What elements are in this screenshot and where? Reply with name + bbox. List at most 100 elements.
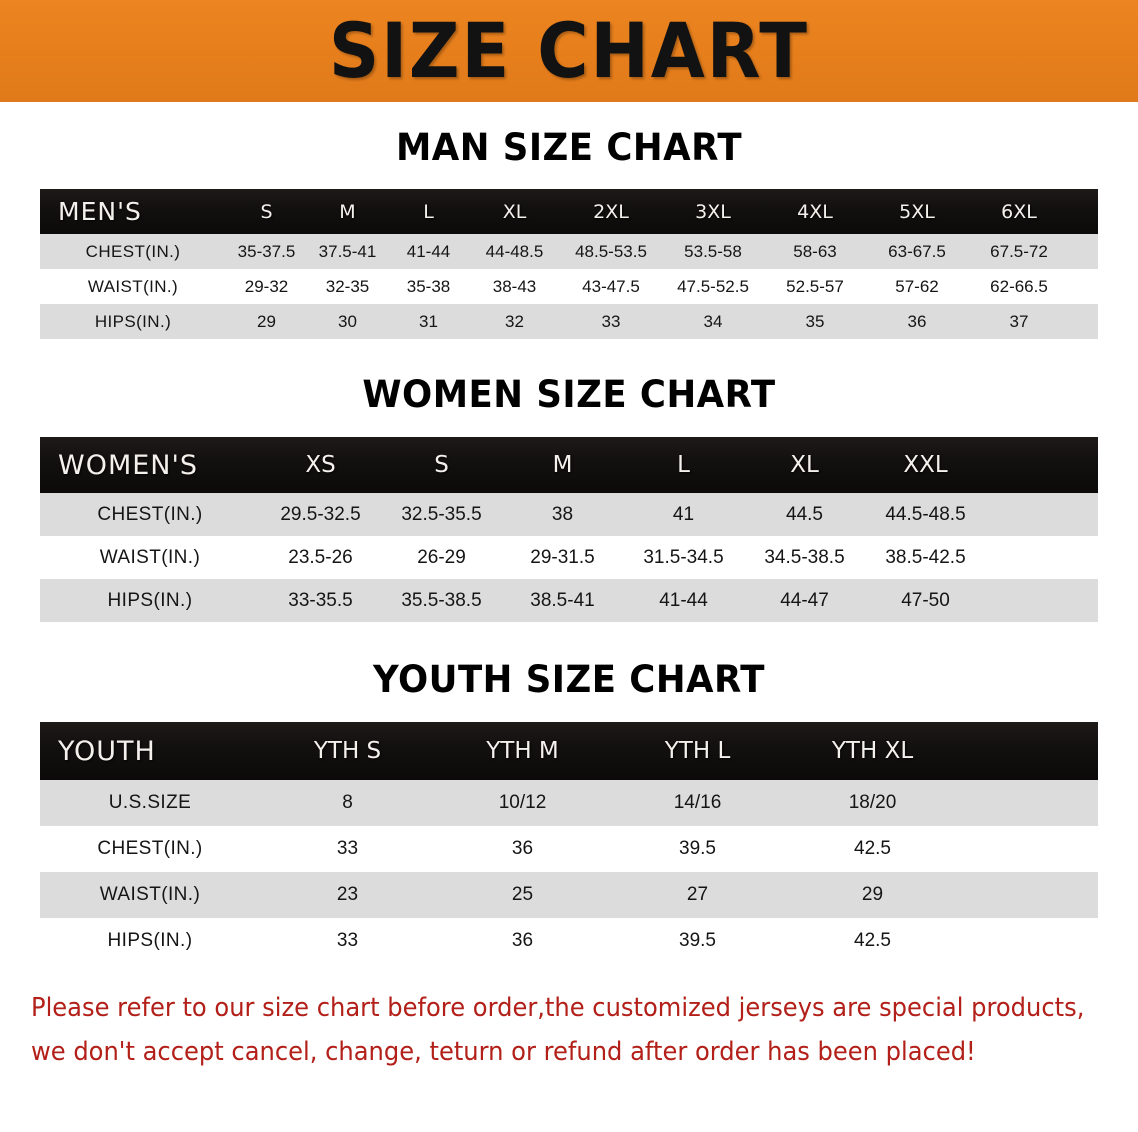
youth-waist-yth-m: 25: [511, 884, 534, 905]
women-hips-xs: 33-35.5: [288, 589, 353, 611]
youth-us-size-yth-s: 8: [342, 792, 353, 813]
youth-col-header-yth-l: YTH L: [664, 738, 731, 764]
youth-size-table: YOUTH YTH S YTH M YTH L YTH XL U.S.SIZE …: [40, 722, 1098, 964]
man-waist-label: WAIST(IN.): [87, 276, 179, 296]
women-waist-row: WAIST(IN.) 23.5-26 26-29 29-31.5 31.5-34…: [40, 536, 1098, 579]
size-chart-banner: SIZE CHART: [0, 0, 1138, 102]
man-waist-6xl: 62-66.5: [990, 276, 1048, 296]
youth-hips-spacer: [960, 918, 1098, 964]
man-table-header-row: MEN'S S M L XL 2XL 3XL 4XL 5XL 6XL: [40, 189, 1098, 234]
women-col-header-s: S: [434, 452, 449, 478]
youth-section-title: YOUTH SIZE CHART: [373, 658, 765, 701]
women-hips-label: HIPS(IN.): [107, 589, 193, 611]
man-chest-label: CHEST(IN.): [85, 241, 181, 261]
youth-waist-spacer: [960, 872, 1098, 918]
youth-us-size-yth-m: 10/12: [498, 792, 547, 813]
women-chest-label: CHEST(IN.): [97, 503, 203, 525]
women-waist-xxl: 38.5-42.5: [885, 546, 966, 568]
man-chest-4xl: 58-63: [793, 241, 837, 261]
women-category-header: WOMEN'S: [58, 449, 199, 481]
man-hips-6xl: 37: [1009, 311, 1029, 331]
youth-col-header-yth-s: YTH S: [313, 738, 382, 764]
women-size-table: WOMEN'S XS S M L XL XXL CHEST(IN.) 29.5-…: [40, 437, 1098, 622]
man-chest-m: 37.5-41: [318, 241, 377, 261]
man-hips-5xl: 36: [907, 311, 927, 331]
man-chest-xl: 44-48.5: [485, 241, 544, 261]
women-waist-m: 29-31.5: [530, 546, 595, 568]
women-section-title: WOMEN SIZE CHART: [362, 373, 776, 416]
man-hips-4xl: 35: [805, 311, 825, 331]
women-hips-xxl: 47-50: [901, 589, 950, 611]
man-hips-xl: 32: [505, 311, 524, 331]
women-col-header-l: L: [677, 452, 690, 478]
youth-waist-yth-l: 27: [686, 884, 709, 905]
youth-size-table-wrapper: YOUTH YTH S YTH M YTH L YTH XL U.S.SIZE …: [40, 722, 1098, 964]
women-chest-row: CHEST(IN.) 29.5-32.5 32.5-35.5 38 41 44.…: [40, 493, 1098, 536]
youth-waist-row: WAIST(IN.) 23 25 27 29: [40, 872, 1098, 918]
man-waist-spacer: [1070, 269, 1098, 304]
man-waist-4xl: 52.5-57: [786, 276, 844, 296]
women-chest-xl: 44.5: [786, 503, 823, 525]
youth-us-size-yth-l: 14/16: [673, 792, 722, 813]
man-hips-m: 30: [338, 311, 357, 331]
man-col-header-m: M: [339, 200, 356, 223]
women-hips-l: 41-44: [659, 589, 708, 611]
man-category-header: MEN'S: [58, 197, 142, 226]
man-waist-l: 35-38: [406, 276, 451, 296]
youth-chest-spacer: [960, 826, 1098, 872]
women-hips-row: HIPS(IN.) 33-35.5 35.5-38.5 38.5-41 41-4…: [40, 579, 1098, 622]
women-waist-l: 31.5-34.5: [643, 546, 724, 568]
youth-col-header-yth-m: YTH M: [486, 738, 559, 764]
women-waist-xs: 23.5-26: [288, 546, 353, 568]
women-chest-spacer: [986, 493, 1098, 536]
women-waist-label: WAIST(IN.): [99, 546, 201, 568]
man-col-header-xl: XL: [502, 200, 527, 223]
youth-hips-yth-l: 39.5: [679, 930, 716, 951]
youth-hips-yth-m: 36: [511, 930, 534, 951]
youth-header-spacer: [960, 722, 1098, 780]
man-hips-label: HIPS(IN.): [94, 311, 172, 331]
man-waist-5xl: 57-62: [895, 276, 939, 296]
women-hips-spacer: [986, 579, 1098, 622]
man-chest-l: 41-44: [406, 241, 451, 261]
women-size-table-wrapper: WOMEN'S XS S M L XL XXL CHEST(IN.) 29.5-…: [40, 437, 1098, 622]
women-col-header-m: M: [552, 452, 573, 478]
women-chest-xs: 29.5-32.5: [280, 503, 361, 525]
disclaimer-line-2: we don't accept cancel, change, teturn o…: [31, 1037, 976, 1067]
man-col-header-6xl: 6XL: [1001, 200, 1037, 223]
youth-hips-yth-xl: 42.5: [854, 930, 891, 951]
youth-chest-label: CHEST(IN.): [97, 838, 203, 859]
youth-us-size-label: U.S.SIZE: [108, 792, 192, 813]
order-disclaimer: Please refer to our size chart before or…: [31, 986, 1084, 1074]
man-chest-3xl: 53.5-58: [684, 241, 742, 261]
youth-waist-yth-s: 23: [336, 884, 359, 905]
man-chest-row: CHEST(IN.) 35-37.5 37.5-41 41-44 44-48.5…: [40, 234, 1098, 269]
man-hips-3xl: 34: [703, 311, 723, 331]
youth-col-header-yth-xl: YTH XL: [831, 738, 914, 764]
man-chest-6xl: 67.5-72: [990, 241, 1048, 261]
man-waist-xl: 38-43: [492, 276, 537, 296]
man-hips-row: HIPS(IN.) 29 30 31 32 33 34 35 36 37: [40, 304, 1098, 339]
man-chest-s: 35-37.5: [237, 241, 296, 261]
youth-chest-row: CHEST(IN.) 33 36 39.5 42.5: [40, 826, 1098, 872]
youth-category-header: YOUTH: [58, 735, 156, 767]
man-hips-l: 31: [419, 311, 438, 331]
man-hips-s: 29: [257, 311, 276, 331]
man-chest-5xl: 63-67.5: [888, 241, 946, 261]
youth-waist-yth-xl: 29: [861, 884, 884, 905]
youth-us-size-spacer: [960, 780, 1098, 826]
youth-chest-yth-l: 39.5: [679, 838, 716, 859]
man-waist-2xl: 43-47.5: [582, 276, 640, 296]
youth-hips-row: HIPS(IN.) 33 36 39.5 42.5: [40, 918, 1098, 964]
man-hips-2xl: 33: [601, 311, 621, 331]
man-col-header-s: S: [260, 200, 273, 223]
man-waist-row: WAIST(IN.) 29-32 32-35 35-38 38-43 43-47…: [40, 269, 1098, 304]
size-chart-content: MAN SIZE CHART MEN'S S M L XL 2XL 3XL 4X…: [0, 128, 1138, 1074]
man-chest-spacer: [1070, 234, 1098, 269]
women-table-header-row: WOMEN'S XS S M L XL XXL: [40, 437, 1098, 493]
women-waist-s: 26-29: [417, 546, 466, 568]
women-chest-l: 41: [672, 503, 695, 525]
man-waist-s: 29-32: [244, 276, 289, 296]
women-waist-spacer: [986, 536, 1098, 579]
man-col-header-5xl: 5XL: [899, 200, 935, 223]
